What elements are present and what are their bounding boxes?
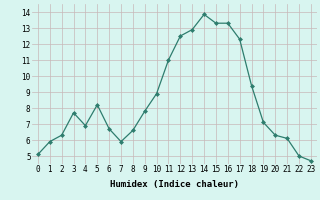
X-axis label: Humidex (Indice chaleur): Humidex (Indice chaleur) [110, 180, 239, 189]
